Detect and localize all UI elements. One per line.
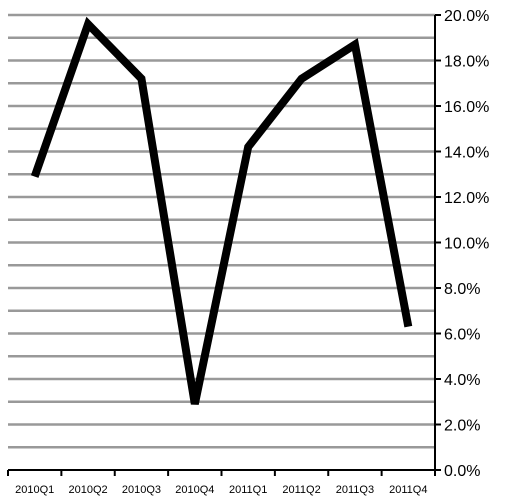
y-tick-label: 0.0% — [444, 463, 480, 480]
y-tick-label: 14.0% — [444, 145, 489, 162]
y-tick-label: 2.0% — [444, 418, 480, 435]
y-tick-label: 18.0% — [444, 54, 489, 71]
x-tick-label: 2011Q1 — [229, 484, 267, 496]
series-line — [30, 16, 413, 405]
x-tick-label: 2010Q3 — [122, 484, 161, 496]
x-tick-label: 2011Q4 — [389, 484, 427, 496]
series-group — [30, 16, 413, 405]
y-tick-label: 12.0% — [444, 190, 489, 207]
x-tick-label: 2010Q2 — [68, 484, 107, 496]
y-tick-label: 4.0% — [444, 372, 480, 389]
x-tick-label: 2010Q4 — [175, 484, 214, 496]
y-tick-label: 10.0% — [444, 236, 489, 253]
x-tick-label: 2011Q2 — [282, 484, 320, 496]
y-tick-label: 16.0% — [444, 99, 489, 116]
y-tick-label: 6.0% — [444, 327, 480, 344]
gridlines — [8, 13, 435, 449]
x-tick-label: 2011Q3 — [336, 484, 374, 496]
y-axis-ticks: 0.0% 2.0% 4.0% 6.0% 8.0% 10.0% 12.0% 14.0% 16.0%… — [435, 8, 489, 480]
y-tick-label: 8.0% — [444, 281, 480, 298]
x-tick-label: 2010Q1 — [15, 484, 54, 496]
x-axis-ticks: 2010Q1 2010Q2 2010Q3 2010Q4 2011Q1 2011Q2 2011… — [7, 470, 436, 496]
y-tick-label: 20.0% — [444, 8, 489, 25]
